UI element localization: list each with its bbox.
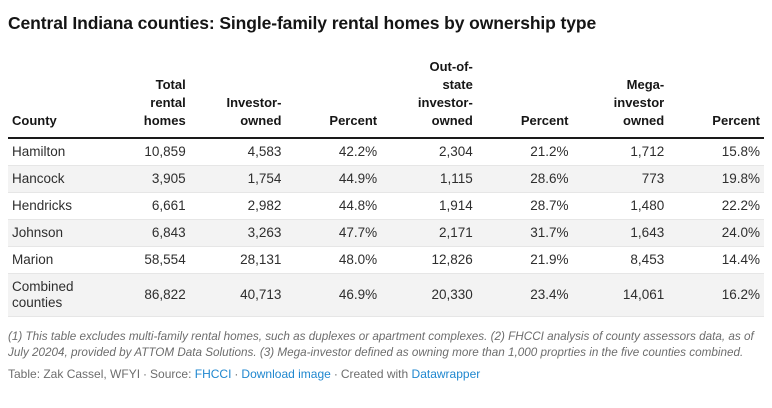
- value-cell: 47.7%: [285, 219, 382, 247]
- value-cell: 21.9%: [476, 246, 573, 274]
- datawrapper-link[interactable]: Datawrapper: [411, 367, 481, 381]
- value-cell: 8,453: [572, 246, 669, 274]
- value-cell: 19.8%: [668, 165, 764, 193]
- column-header-mega-investor-owned: Mega- investor owned: [572, 58, 669, 139]
- column-header-investor-owned: Investor- owned: [189, 58, 286, 139]
- county-cell: Hancock: [8, 165, 94, 193]
- data-table: County Total rental homes Investor- owne…: [8, 58, 764, 317]
- value-cell: 44.8%: [285, 192, 382, 220]
- footer-separator: ·: [234, 367, 239, 381]
- value-cell: 6,661: [94, 192, 190, 220]
- value-cell: 10,859: [94, 138, 190, 166]
- table-row: Hendricks 6,661 2,982 44.8% 1,914 28.7% 1,480 2…: [8, 192, 764, 220]
- table-notes: (1) This table excludes multi-family ren…: [8, 330, 754, 359]
- value-cell: 21.2%: [476, 138, 573, 166]
- value-cell: 3,905: [94, 165, 190, 193]
- value-cell: 31.7%: [476, 219, 573, 247]
- created-with-label: Created with: [340, 367, 409, 381]
- value-cell: 58,554: [94, 246, 190, 274]
- county-cell: Combined counties: [8, 273, 94, 317]
- county-cell: Hendricks: [8, 192, 94, 220]
- county-cell: Hamilton: [8, 138, 94, 166]
- header-row: County Total rental homes Investor- owne…: [8, 58, 764, 139]
- value-cell: 24.0%: [668, 219, 764, 247]
- footer-separator: ·: [333, 367, 338, 381]
- value-cell: 1,480: [572, 192, 669, 220]
- value-cell: 1,643: [572, 219, 669, 247]
- value-cell: 4,583: [189, 138, 286, 166]
- table-header: County Total rental homes Investor- owne…: [8, 58, 764, 139]
- value-cell: 1,712: [572, 138, 669, 166]
- table-row: Johnson 6,843 3,263 47.7% 2,171 31.7% 1,643 24.…: [8, 219, 764, 247]
- value-cell: 15.8%: [668, 138, 764, 166]
- value-cell: 28.7%: [476, 192, 573, 220]
- value-cell: 40,713: [189, 273, 286, 317]
- table-row: Marion 58,554 28,131 48.0% 12,826 21.9% 8,453 1…: [8, 246, 764, 274]
- value-cell: 2,171: [381, 219, 477, 247]
- value-cell: 42.2%: [285, 138, 382, 166]
- attribution-footer: Table: Zak Cassel, WFYI · Source: FHCCI · Do…: [8, 367, 764, 382]
- column-header-out-of-state-investor-owned: Out-of- state investor- owned: [381, 58, 477, 139]
- value-cell: 1,115: [381, 165, 477, 193]
- source-link[interactable]: FHCCI: [194, 367, 232, 381]
- column-header-percent-investor: Percent: [285, 58, 382, 139]
- column-header-county: County: [8, 58, 94, 139]
- byline-text: Table: Zak Cassel, WFYI: [8, 367, 141, 381]
- value-cell: 16.2%: [668, 273, 764, 317]
- table-row: Combined counties 86,822 40,713 46.9% 20,330…: [8, 273, 764, 317]
- table-row: Hamilton 10,859 4,583 42.2% 2,304 21.2% 1,712 1…: [8, 138, 764, 166]
- value-cell: 28.6%: [476, 165, 573, 193]
- value-cell: 22.2%: [668, 192, 764, 220]
- value-cell: 23.4%: [476, 273, 573, 317]
- column-header-total-rental-homes: Total rental homes: [94, 58, 190, 139]
- footer-separator: ·: [143, 367, 148, 381]
- source-label: Source:: [150, 367, 192, 381]
- county-cell: Marion: [8, 246, 94, 274]
- value-cell: 20,330: [381, 273, 477, 317]
- value-cell: 773: [572, 165, 669, 193]
- download-image-link[interactable]: Download image: [241, 367, 331, 381]
- value-cell: 14.4%: [668, 246, 764, 274]
- value-cell: 48.0%: [285, 246, 382, 274]
- value-cell: 44.9%: [285, 165, 382, 193]
- page-title: Central Indiana counties: Single-family …: [8, 13, 597, 33]
- value-cell: 1,914: [381, 192, 477, 220]
- value-cell: 1,754: [189, 165, 286, 193]
- column-header-percent-out-of-state: Percent: [476, 58, 573, 139]
- value-cell: 2,982: [189, 192, 286, 220]
- table-row: Hancock 3,905 1,754 44.9% 1,115 28.6% 773 19.8%: [8, 165, 764, 193]
- value-cell: 2,304: [381, 138, 477, 166]
- value-cell: 28,131: [189, 246, 286, 274]
- value-cell: 86,822: [94, 273, 190, 317]
- table-body: Hamilton 10,859 4,583 42.2% 2,304 21.2% 1,712 1…: [8, 138, 764, 317]
- value-cell: 6,843: [94, 219, 190, 247]
- value-cell: 14,061: [572, 273, 669, 317]
- column-header-percent-mega: Percent: [668, 58, 764, 139]
- county-cell: Johnson: [8, 219, 94, 247]
- value-cell: 3,263: [189, 219, 286, 247]
- value-cell: 12,826: [381, 246, 477, 274]
- value-cell: 46.9%: [285, 273, 382, 317]
